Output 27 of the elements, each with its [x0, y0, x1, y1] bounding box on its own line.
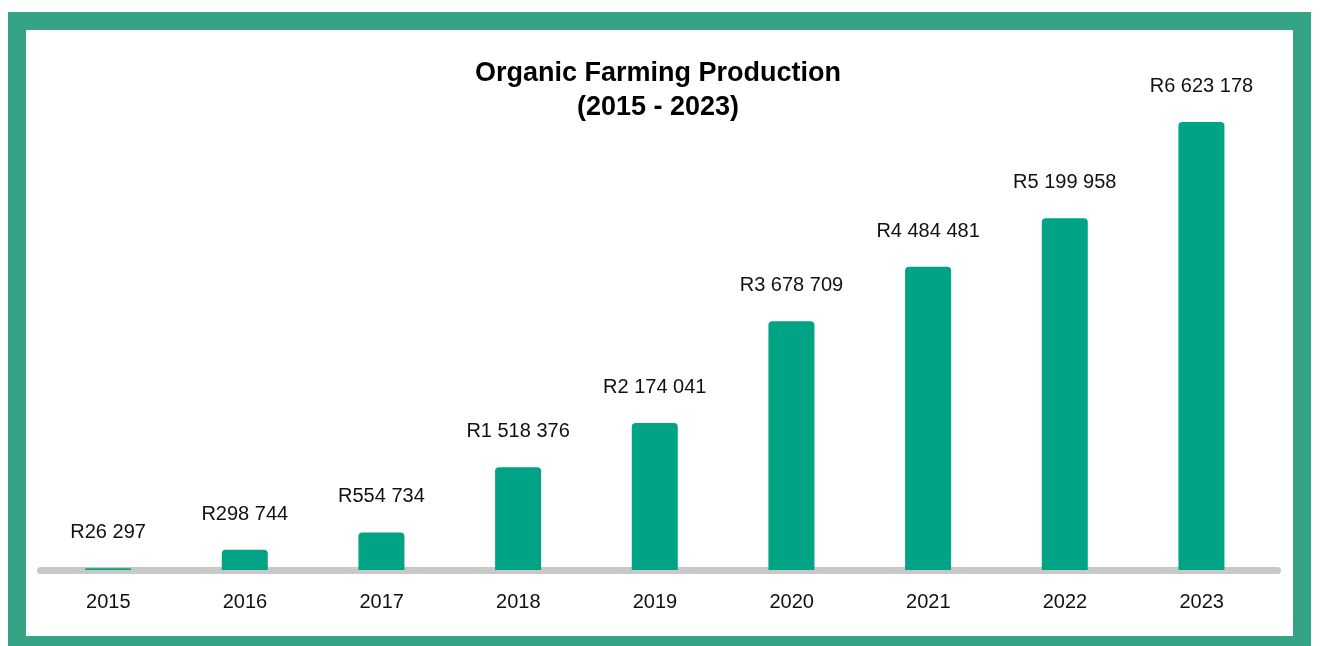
- data-label: R4 484 481: [876, 218, 980, 241]
- bar: [495, 467, 542, 570]
- chart-title: Organic Farming Production (2015 - 2023): [474, 56, 842, 123]
- data-label: R554 734: [338, 484, 425, 507]
- data-label: R298 744: [201, 501, 289, 524]
- bar: [905, 266, 952, 570]
- data-label: R26 297: [70, 520, 146, 543]
- bar: [768, 321, 815, 570]
- data-label: R5 199 958: [1013, 170, 1117, 193]
- bar: [1178, 122, 1225, 570]
- x-tick-label: 2018: [496, 590, 541, 613]
- data-label: R3 678 709: [739, 273, 844, 296]
- data-label: R6 623 178: [1149, 74, 1254, 96]
- data-label: R1 518 376: [466, 419, 570, 442]
- bar: [358, 532, 405, 570]
- bar: [1041, 218, 1088, 570]
- x-tick-label: 2022: [1042, 590, 1088, 613]
- x-tick-label: 2016: [222, 590, 268, 613]
- x-tick-label: 2017: [359, 590, 404, 613]
- x-tick-label: 2021: [906, 590, 951, 613]
- bar: [221, 549, 268, 570]
- bar: [631, 422, 678, 570]
- data-label: R2 174 041: [603, 374, 707, 397]
- x-tick-label: 2019: [632, 590, 678, 613]
- x-tick-label: 2023: [1179, 590, 1224, 613]
- x-tick-label: 2015: [86, 590, 131, 613]
- x-tick-label: 2020: [769, 590, 814, 613]
